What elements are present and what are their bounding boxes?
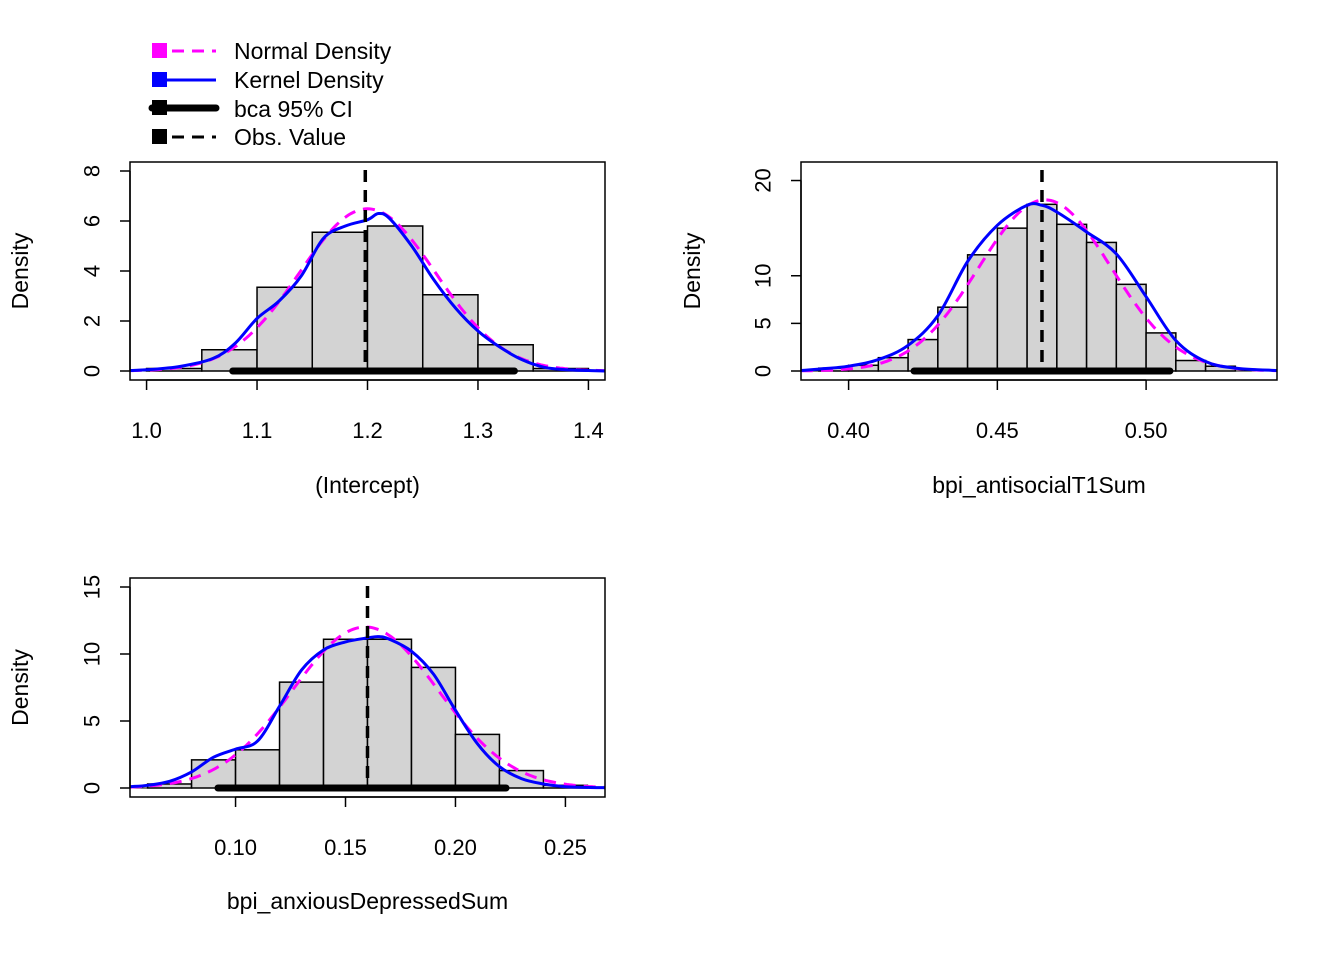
x-tick-label-2: 1.1 [242,418,273,443]
y-axis-title: Density [679,232,705,309]
histogram-bar-6 [366,638,413,789]
histogram-bar-11 [1115,283,1147,372]
x-tick-label-5: 1.4 [573,418,604,443]
x-axis-title: bpi_antisocialT1Sum [932,472,1146,498]
plot-area [801,170,1277,375]
x-tick-label-4: 1.3 [463,418,494,443]
plot-area [130,586,605,792]
x-axis-title: (Intercept) [315,472,420,498]
histogram-bar-5 [937,306,969,372]
x-axis-title: bpi_anxiousDepressedSum [227,888,508,914]
x-tick-label-1: 0.40 [827,418,870,443]
y-tick-label-3: 4 [80,265,105,277]
y-axis: 0 5 10 15 [80,575,131,794]
legend-square-kernel-density [152,72,167,87]
legend-label-kernel-density: Kernel Density [234,67,384,93]
histogram-bar-6 [966,254,999,372]
y-tick-label-3: 10 [751,264,776,288]
panels: 1.0 1.1 1.2 1.3 1.402468(Intercept)Density0.… [7,161,1278,914]
y-tick-label-4: 6 [80,215,105,227]
x-tick-label-1: 1.0 [131,418,162,443]
y-axis: 0 5 10 20 [751,168,802,377]
y-tick-label-4: 15 [80,575,105,599]
y-tick-label-5: 8 [80,165,105,177]
plot-area [130,170,605,375]
legend-label-bca-ci: bca 95% CI [234,96,353,122]
y-axis: 0 2 4 6 8 [80,165,131,377]
x-tick-label-3: 1.2 [352,418,383,443]
x-tick-label-1: 0.10 [214,835,257,860]
legend-label-obs-value: Obs. Value [234,124,346,150]
histogram-bar-10 [1085,241,1118,372]
x-axis: 0.10 0.15 0.20 0.25 [214,796,587,860]
x-tick-label-4: 0.25 [544,835,587,860]
kernel-density-curve [801,202,1277,372]
legend-label-normal-density: Normal Density [234,38,392,64]
legend-square-normal-density [152,43,167,58]
histogram-bar-6 [421,294,479,372]
legend-item-bca-ci: bca 95% CI [148,96,353,122]
x-tick-label-2: 0.45 [976,418,1019,443]
chart-panel-3: 0.10 0.15 0.20 0.25 0 5 10 15 bpi_anxiousDepress… [7,575,606,914]
y-tick-label-2: 2 [80,315,105,327]
x-tick-label-3: 0.50 [1125,418,1168,443]
x-axis: 1.0 1.1 1.2 1.3 1.4 [131,379,604,443]
y-tick-label-1: 0 [751,365,776,377]
histogram-bar-7 [996,227,1028,372]
y-axis-title: Density [7,232,33,309]
histogram-bar-2 [190,759,237,789]
y-tick-label-3: 10 [80,642,105,666]
y-tick-label-2: 5 [751,317,776,329]
y-tick-label-4: 20 [751,168,776,192]
legend-square-bca-ci [152,100,167,115]
y-tick-label-2: 5 [80,715,105,727]
histogram-bar-3 [234,749,281,789]
chart-panel-1: 1.0 1.1 1.2 1.3 1.4 0 2 4 6 8 (Intercept) Density [7,161,606,498]
kernel-density-curve [130,211,605,373]
histogram-bar-8 [1026,203,1058,372]
legend-item-kernel-density: Kernel Density [152,67,384,93]
histogram-bar-3 [256,286,314,372]
y-tick-label-1: 0 [80,782,105,794]
histogram-bar-3 [877,356,909,372]
legend-item-normal-density: Normal Density [152,38,392,64]
x-tick-label-2: 0.15 [324,835,367,860]
histogram-bar-4 [311,231,369,372]
histogram-bar-12 [1145,332,1177,372]
legend: Normal Density Kernel Density bca 95% CI… [148,38,392,150]
legend-square-obs-value [152,129,167,144]
histogram-bar-9 [1056,223,1088,372]
y-tick-label-1: 0 [80,365,105,377]
histogram-bar-4 [907,338,939,372]
chart-panel-2: 0.40 0.45 0.50 0 5 10 20 bpi_antisocialT1Sum Den… [679,161,1278,498]
y-axis-title: Density [7,649,33,726]
legend-item-obs-value: Obs. Value [152,124,346,150]
x-axis: 0.40 0.45 0.50 [827,379,1168,443]
histogram-bar-5 [322,638,369,789]
x-tick-label-3: 0.20 [434,835,477,860]
histogram-bar-7 [410,666,457,789]
